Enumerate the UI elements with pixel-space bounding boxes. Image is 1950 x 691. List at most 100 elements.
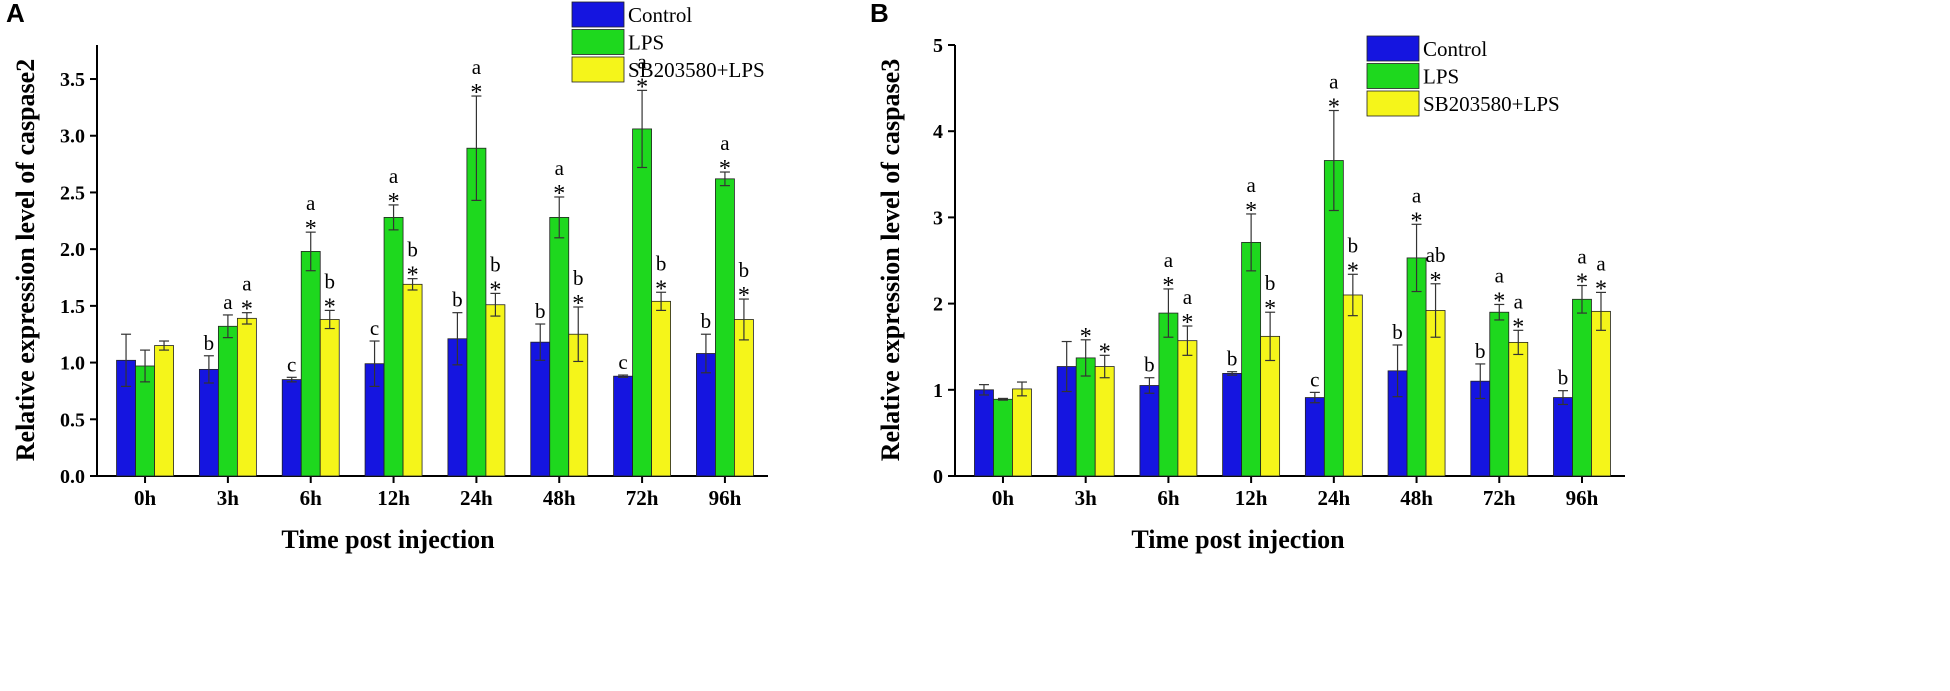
bar-lps-3h	[217, 325, 238, 477]
bar-control-96h	[1553, 397, 1573, 477]
x-tick-label: 96h	[709, 486, 742, 510]
x-tick-label: 12h	[1235, 486, 1268, 510]
group-letter: a	[637, 49, 647, 73]
legend-label: LPS	[628, 31, 664, 55]
significance-star: *	[636, 74, 648, 100]
bar-lps-96h	[715, 178, 735, 477]
group-letter: c	[287, 352, 296, 376]
significance-star: *	[719, 156, 731, 182]
group-letter: a	[1577, 244, 1587, 268]
significance-star: *	[324, 294, 336, 320]
group-letter: a	[389, 164, 399, 188]
x-tick-label: 72h	[1483, 486, 1516, 510]
y-tick-label: 0.0	[60, 466, 85, 488]
significance-star: *	[1162, 273, 1174, 299]
x-tick-label: 6h	[300, 486, 323, 510]
bar-lps-48h	[549, 216, 570, 477]
bar-sb203580-lps-3h	[1094, 366, 1115, 477]
significance-star: *	[572, 291, 584, 317]
significance-star: *	[655, 276, 667, 302]
group-letter: b	[204, 331, 215, 355]
y-tick-label: 3	[933, 207, 943, 229]
group-letter: a	[242, 272, 252, 296]
group-letter: c	[618, 350, 627, 374]
group-letter: a	[1164, 248, 1174, 272]
x-tick-label: 0h	[134, 486, 157, 510]
significance-star: *	[407, 263, 419, 289]
bar-sb203580-lps-0h	[1012, 388, 1032, 477]
y-tick-label: 1.0	[60, 353, 85, 375]
significance-star: *	[388, 189, 400, 215]
bar-sb203580-lps-6h	[1177, 340, 1198, 477]
chart-caspase2: 0.0 0.5 1.0 1.5 2.0 2.5 3.0 3.5 Relative express…	[11, 1, 768, 554]
significance-star: *	[241, 297, 253, 323]
significance-star: *	[1595, 276, 1607, 302]
significance-star: *	[553, 181, 565, 207]
bar-control-0h	[974, 389, 994, 477]
group-letter: b	[1227, 347, 1238, 371]
x-tick-label: 3h	[217, 486, 240, 510]
bar-sb203580-lps-6h	[319, 319, 340, 477]
legend-swatch	[571, 29, 625, 55]
x-tick-label: 72h	[626, 486, 659, 510]
bar-control-12h	[1222, 373, 1243, 477]
x-axis-title: Time post injection	[281, 525, 495, 554]
group-letter: a	[472, 55, 482, 79]
legend-label: LPS	[1423, 65, 1459, 89]
bar-sb203580-lps-72h	[1508, 341, 1529, 477]
y-tick-label: 1	[933, 380, 943, 402]
significance-star: *	[1411, 208, 1423, 234]
group-letter: a	[1246, 173, 1256, 197]
group-letter: a	[1329, 70, 1339, 94]
legend-swatch	[1366, 63, 1420, 89]
bar-control-72h	[613, 375, 633, 477]
y-tick-label: 1.5	[60, 296, 85, 318]
significance-star: *	[1576, 269, 1588, 295]
y-tick-label: 3.5	[60, 69, 85, 91]
bar-lps-0h	[993, 398, 1013, 477]
x-tick-label: 12h	[377, 486, 410, 510]
group-letter: b	[1475, 339, 1486, 363]
group-letter: b	[1392, 320, 1403, 344]
group-letter: b	[573, 266, 584, 290]
significance-star: *	[470, 80, 482, 106]
y-tick-label: 5	[933, 35, 943, 57]
group-letter: a	[555, 156, 565, 180]
significance-star: *	[1430, 268, 1442, 294]
legend-swatch	[571, 56, 625, 83]
bar-control-48h	[530, 341, 551, 477]
x-tick-label: 24h	[1317, 486, 1350, 510]
x-tick-label: 48h	[543, 486, 576, 510]
group-letter: a	[1596, 251, 1606, 275]
group-letter: ab	[1426, 243, 1446, 267]
bar-sb203580-lps-96h	[734, 319, 754, 477]
group-letter: b	[490, 252, 501, 276]
legend-label: SB203580+LPS	[1423, 92, 1560, 116]
group-letter: c	[370, 316, 379, 340]
bar-sb203580-lps-0h	[154, 345, 174, 477]
significance-star: *	[1347, 258, 1359, 284]
bar-control-3h	[198, 368, 219, 477]
bar-sb203580-lps-24h	[485, 304, 506, 477]
x-tick-label: 24h	[460, 486, 493, 510]
significance-star: *	[1493, 288, 1505, 314]
group-letter: a	[720, 131, 730, 155]
significance-star: *	[738, 283, 750, 309]
bar-lps-12h	[1241, 241, 1262, 477]
y-tick-label: 2	[933, 294, 943, 316]
chart-caspase3: 0 1 2 3 4 5 Relative expression level of caspa…	[876, 35, 1625, 554]
significance-star: *	[489, 277, 501, 303]
group-letter: b	[739, 258, 750, 282]
group-letter: b	[535, 299, 546, 323]
group-letter: b	[1144, 353, 1155, 377]
significance-star: *	[305, 216, 317, 242]
legend-label: SB203580+LPS	[628, 58, 765, 82]
group-letter: b	[407, 238, 418, 262]
significance-star: *	[1328, 95, 1340, 121]
significance-star: *	[1181, 310, 1193, 336]
x-axis-title: Time post injection	[1131, 525, 1345, 554]
x-tick-label: 3h	[1075, 486, 1098, 510]
legend-swatch	[1366, 35, 1420, 62]
bar-lps-0h	[135, 365, 155, 477]
